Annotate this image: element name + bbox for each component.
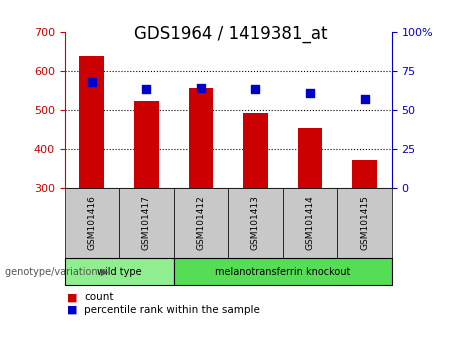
Bar bbox=[243, 113, 268, 188]
Text: GSM101414: GSM101414 bbox=[306, 196, 314, 250]
Bar bbox=[79, 56, 104, 188]
Text: GSM101416: GSM101416 bbox=[87, 195, 96, 251]
Text: genotype/variation ▶: genotype/variation ▶ bbox=[5, 267, 108, 277]
Bar bbox=[134, 101, 159, 188]
Point bbox=[197, 85, 205, 91]
Text: ■: ■ bbox=[67, 292, 77, 302]
Point bbox=[252, 87, 259, 92]
Bar bbox=[298, 128, 322, 188]
Point bbox=[361, 96, 368, 102]
Text: GSM101417: GSM101417 bbox=[142, 195, 151, 251]
Text: melanotransferrin knockout: melanotransferrin knockout bbox=[215, 267, 350, 277]
Text: wild type: wild type bbox=[97, 267, 142, 277]
Text: GSM101412: GSM101412 bbox=[196, 196, 206, 250]
Bar bbox=[352, 160, 377, 188]
Text: ■: ■ bbox=[67, 305, 77, 315]
Text: GSM101413: GSM101413 bbox=[251, 195, 260, 251]
Point bbox=[88, 79, 95, 85]
Text: count: count bbox=[84, 292, 114, 302]
Point bbox=[307, 90, 314, 96]
Text: GDS1964 / 1419381_at: GDS1964 / 1419381_at bbox=[134, 25, 327, 43]
Text: percentile rank within the sample: percentile rank within the sample bbox=[84, 305, 260, 315]
Bar bbox=[189, 88, 213, 188]
Text: GSM101415: GSM101415 bbox=[360, 195, 369, 251]
Point bbox=[142, 87, 150, 92]
